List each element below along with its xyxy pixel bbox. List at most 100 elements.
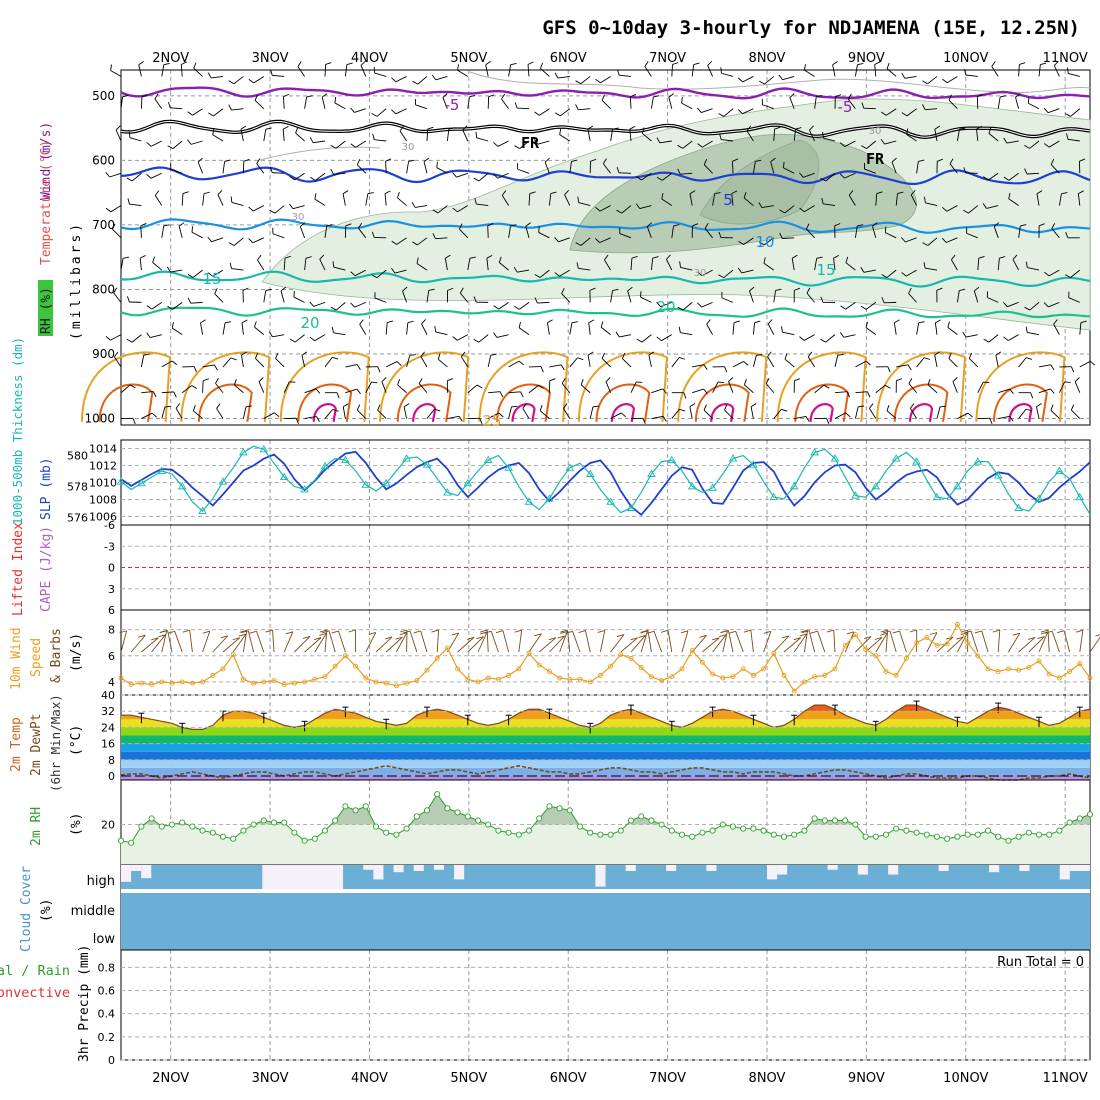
wind-barb-flag <box>1003 176 1010 181</box>
surface-wind-barb <box>319 629 328 653</box>
wind-barb-staff <box>1026 172 1040 175</box>
wind-barb-flag <box>350 302 356 308</box>
surface-wind-barb-staff <box>1079 630 1084 653</box>
wind-barb-staff <box>580 237 591 246</box>
wind-barb-staff <box>659 140 672 144</box>
wind-barb-flag <box>1074 377 1080 382</box>
wind-barb <box>704 223 713 239</box>
wind-barb <box>1058 381 1071 393</box>
wind-speed-point <box>822 672 828 678</box>
surface-wind-barb <box>484 630 499 653</box>
wind-barb-flag <box>396 361 402 366</box>
wind-barb-flag <box>1043 302 1049 308</box>
wind-barb-flag <box>549 378 556 382</box>
ylabel-wind10m: 10m Wind <box>9 627 24 690</box>
wind-barb-staff <box>397 197 407 206</box>
wind-barb <box>459 223 469 239</box>
wind-barb-flag <box>907 364 912 371</box>
surface-wind-barb-flag <box>202 630 210 634</box>
rh-point <box>587 829 594 836</box>
wind-speed-point <box>291 680 297 686</box>
wind-barb-staff <box>202 380 204 393</box>
wind-barb <box>901 108 917 117</box>
rh-point <box>281 819 288 826</box>
wind-barb-flag <box>371 381 378 384</box>
wind-barb-flag <box>1043 271 1050 277</box>
wind-barb <box>423 157 430 174</box>
surface-wind-barb-staff <box>889 630 897 653</box>
wind-barb <box>426 408 441 419</box>
wind-barb-flag <box>737 267 743 274</box>
wind-barb-flag <box>182 191 189 194</box>
wind-speed-point <box>608 663 614 669</box>
wind-barb <box>799 172 815 178</box>
wind-barb-staff <box>200 322 204 335</box>
wind-barb-staff <box>528 193 531 206</box>
wind-barb-flag <box>1043 107 1049 113</box>
wind-barb <box>575 76 591 85</box>
wind-barb <box>677 168 693 175</box>
wind-barb-flag <box>778 74 784 80</box>
wind-barb <box>402 286 408 303</box>
surface-wind-barb-flag <box>158 634 166 638</box>
wind-barb-flag <box>1061 192 1068 195</box>
surface-wind-barb-staff <box>793 633 808 653</box>
wind-speed-point <box>903 655 909 661</box>
surface-wind-barb-staff <box>420 630 428 653</box>
wind-barb <box>732 361 749 368</box>
wind-barb <box>577 196 591 206</box>
wind-barb <box>916 159 925 174</box>
wind-barb-staff <box>140 355 145 367</box>
wind-barb-staff <box>421 323 428 335</box>
surface-wind-barb-flag <box>395 636 403 640</box>
wind-speed-point <box>546 669 552 674</box>
wind-barb-staff <box>253 76 265 84</box>
wind-speed-point <box>393 683 399 689</box>
wind-barb-flag <box>1009 416 1014 422</box>
wind-barb-flag <box>774 126 781 130</box>
wind-barb <box>794 415 810 422</box>
wind-barb-staff <box>691 64 695 77</box>
wind-barb-flag <box>837 353 844 356</box>
wind-barb-flag <box>163 62 170 66</box>
wind-tick-label: 6 <box>108 650 115 663</box>
wind-barb-staff <box>998 415 1011 419</box>
wind-speed-point <box>434 655 440 661</box>
isotherm-25-loop <box>776 351 867 422</box>
wind-barb-flag <box>951 254 956 260</box>
temp-band <box>121 759 1090 768</box>
wind-barb-flag <box>474 198 477 205</box>
wind-barb-flag <box>983 176 989 181</box>
wind-barb-staff <box>1074 381 1081 393</box>
surface-wind-barb <box>691 634 707 653</box>
wind-barb-flag <box>575 104 579 111</box>
wind-barb <box>488 391 504 398</box>
rh-point <box>413 813 420 820</box>
ylabel-rh2m: 2m RH <box>29 807 44 846</box>
surface-wind-barb-staff <box>647 630 652 653</box>
wind-barb-flag <box>203 191 210 195</box>
wind-barb-flag <box>105 335 111 341</box>
ylabel-convective: Convective <box>0 985 70 1001</box>
wind-barb <box>901 269 917 277</box>
wind-barb-flag <box>728 377 734 382</box>
wind-barb-flag <box>799 172 804 178</box>
wind-barb <box>650 95 660 109</box>
wind-barb-flag <box>999 256 1006 259</box>
top-tick-label: 9NOV <box>848 51 885 66</box>
wind-barb <box>909 403 917 419</box>
rh-point <box>250 821 257 828</box>
wind-barb <box>750 403 757 419</box>
cloud-high-gap <box>121 865 132 882</box>
surface-wind-barb-staff <box>467 636 484 653</box>
wind-barb <box>1067 67 1080 77</box>
thickness-marker <box>626 503 636 511</box>
wind-barb-staff <box>680 172 693 175</box>
surface-wind-barb-flag <box>597 630 605 633</box>
wind-barb-staff <box>233 76 244 85</box>
wind-barb-staff <box>807 356 815 368</box>
wind-barb <box>908 378 917 394</box>
wind-barb <box>712 366 728 373</box>
wind-barb-flag <box>257 254 262 261</box>
